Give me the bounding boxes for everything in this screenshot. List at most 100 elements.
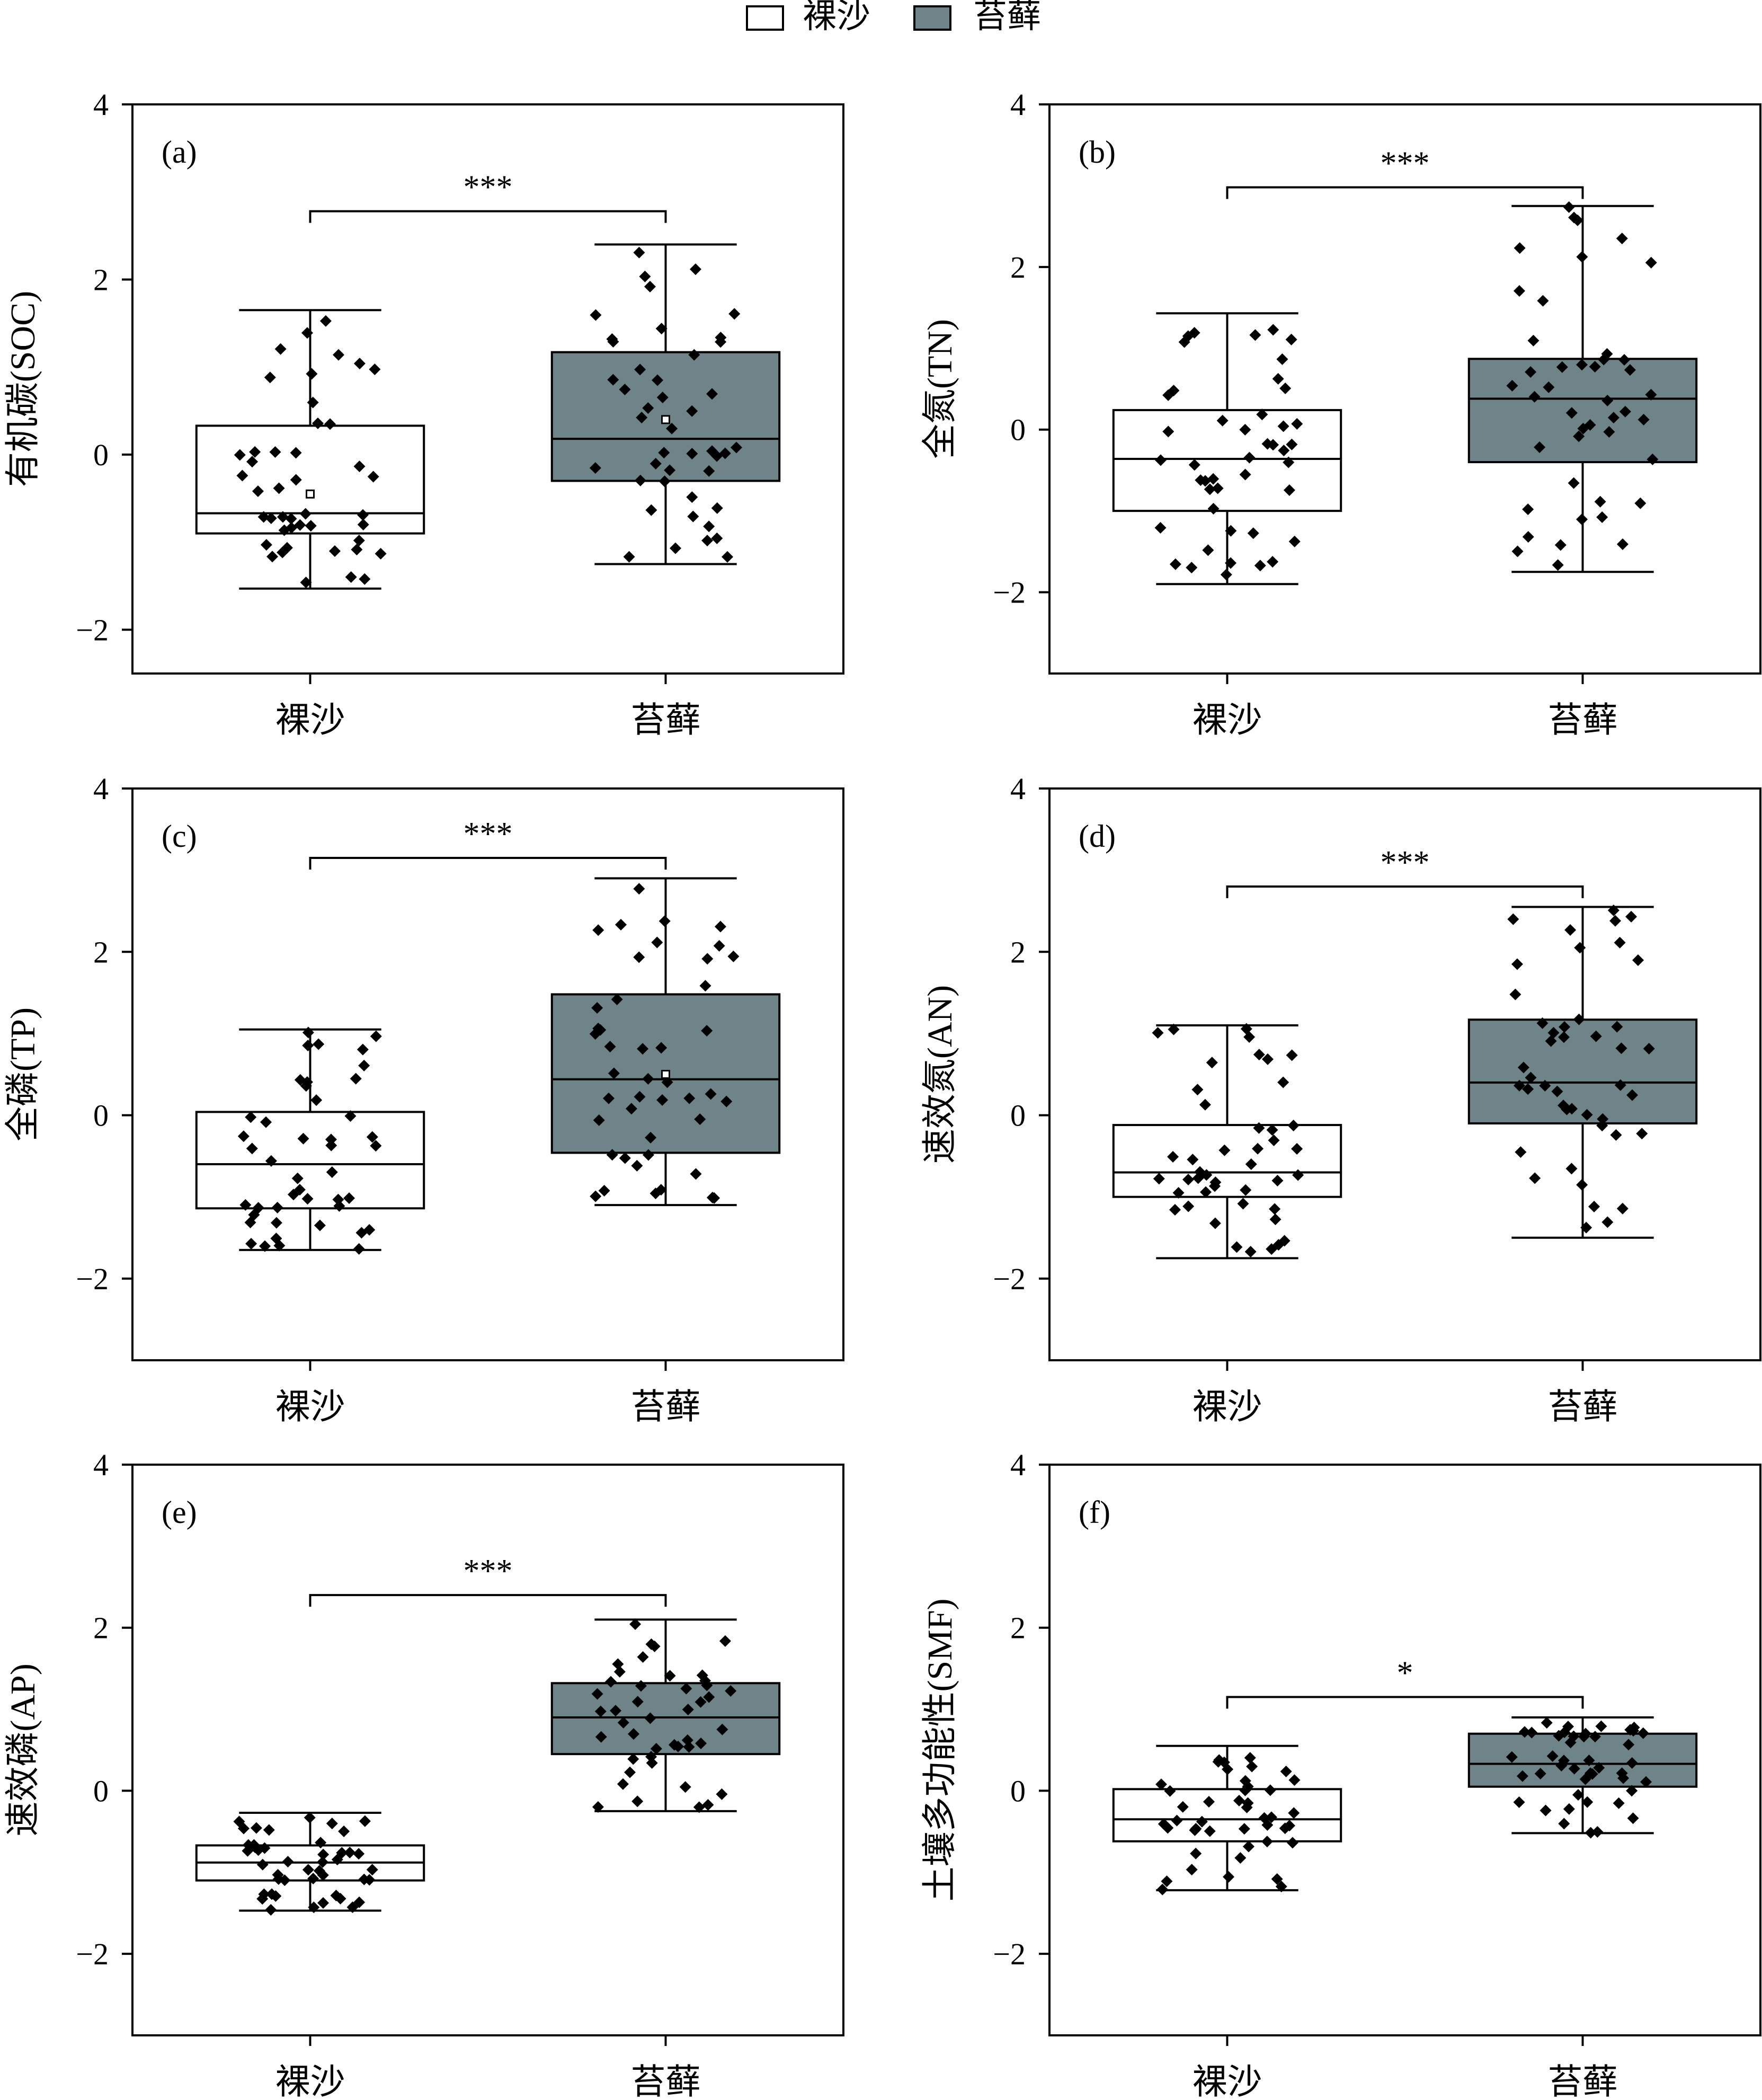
data-point — [282, 1856, 294, 1868]
data-point — [637, 1651, 649, 1663]
data-point — [686, 405, 698, 417]
data-point — [661, 1076, 673, 1088]
data-point — [1285, 333, 1297, 345]
data-point — [1551, 1085, 1563, 1097]
data-point — [1186, 1864, 1198, 1876]
data-point — [324, 418, 336, 430]
data-point — [239, 1199, 252, 1211]
data-point — [1609, 915, 1621, 927]
data-point — [1182, 330, 1194, 342]
data-point — [1537, 295, 1549, 307]
data-point — [703, 520, 715, 533]
data-point — [357, 509, 369, 521]
data-point — [607, 374, 619, 386]
data-point — [291, 1172, 304, 1184]
data-point — [1558, 1755, 1570, 1767]
data-point — [631, 1159, 643, 1172]
y-tick-label: 0 — [93, 1098, 109, 1133]
data-point — [353, 1896, 366, 1908]
data-point — [619, 383, 631, 395]
data-point — [1568, 1762, 1580, 1775]
data-point — [358, 1059, 370, 1071]
data-point — [249, 446, 261, 458]
data-point — [1558, 1818, 1570, 1830]
data-point — [682, 1704, 694, 1716]
data-point — [725, 1685, 737, 1697]
y-tick-label: 4 — [93, 1448, 109, 1482]
y-tick-label: 2 — [93, 262, 109, 297]
data-point — [358, 1873, 370, 1885]
data-point — [658, 447, 670, 459]
data-point — [1223, 1871, 1235, 1883]
data-point — [1585, 1827, 1597, 1839]
data-point — [1162, 389, 1174, 401]
data-point — [260, 1116, 272, 1128]
data-point — [1565, 1163, 1578, 1175]
data-point — [1579, 1773, 1591, 1785]
data-point — [1643, 1042, 1655, 1055]
data-point — [1200, 1186, 1212, 1198]
data-point — [332, 1193, 344, 1206]
data-point — [728, 308, 741, 320]
box-bare-sand — [195, 309, 425, 590]
data-point — [1616, 1202, 1628, 1215]
data-point — [1568, 211, 1580, 224]
data-point — [1177, 1801, 1189, 1813]
data-point — [1267, 556, 1279, 568]
data-point — [366, 1131, 378, 1143]
data-point — [672, 1740, 684, 1752]
data-point — [1199, 1098, 1211, 1111]
data-point — [1581, 1796, 1594, 1808]
data-point — [658, 915, 671, 927]
data-point — [269, 446, 281, 458]
data-point — [1517, 1061, 1529, 1074]
data-point — [1167, 1151, 1179, 1163]
y-tick-label: 0 — [1010, 413, 1026, 447]
data-point — [656, 1094, 669, 1106]
data-point — [1243, 451, 1256, 464]
y-tick-label: 4 — [93, 772, 109, 806]
data-point — [274, 343, 287, 355]
data-point — [1563, 1803, 1575, 1815]
data-point — [1554, 539, 1567, 551]
data-point — [273, 482, 285, 494]
data-point — [316, 1856, 328, 1868]
data-point — [1182, 1200, 1195, 1212]
data-point — [610, 1705, 622, 1717]
data-point — [353, 358, 366, 370]
box-moss — [550, 1618, 781, 1813]
data-point — [591, 1002, 603, 1014]
data-point — [1597, 1113, 1609, 1125]
data-point — [1188, 459, 1200, 471]
data-point — [1252, 1142, 1264, 1155]
panel-b: −2 0 2 4 全氮(TN) (b) 裸沙 苔藓 *** — [921, 87, 1761, 740]
plot-frame — [1048, 1464, 1761, 2036]
data-point — [1209, 1217, 1221, 1229]
data-point — [645, 1131, 657, 1144]
data-point — [1244, 1246, 1257, 1258]
data-point — [1206, 1057, 1218, 1069]
data-point — [1556, 361, 1568, 373]
data-point — [1242, 1840, 1254, 1853]
iqr-box — [1112, 409, 1342, 512]
data-point — [357, 1043, 369, 1056]
data-point — [655, 1042, 668, 1054]
y-axis-label: 全氮(TN) — [921, 319, 959, 459]
data-point — [344, 1110, 357, 1122]
data-point — [1586, 1768, 1598, 1780]
significance-bracket — [1226, 885, 1584, 898]
data-point — [680, 1682, 692, 1695]
data-point — [1266, 1124, 1278, 1136]
data-point — [644, 280, 656, 293]
data-point — [252, 1202, 264, 1214]
data-point — [629, 1618, 642, 1630]
data-point — [328, 545, 341, 557]
x-tick-label: 裸沙 — [1193, 1388, 1262, 1426]
data-point — [1190, 1847, 1202, 1859]
data-point — [338, 1826, 350, 1838]
data-point — [1277, 1076, 1289, 1088]
data-point — [1156, 1883, 1169, 1895]
data-point — [1543, 381, 1555, 393]
data-point — [325, 1139, 337, 1151]
data-point — [695, 1696, 707, 1708]
